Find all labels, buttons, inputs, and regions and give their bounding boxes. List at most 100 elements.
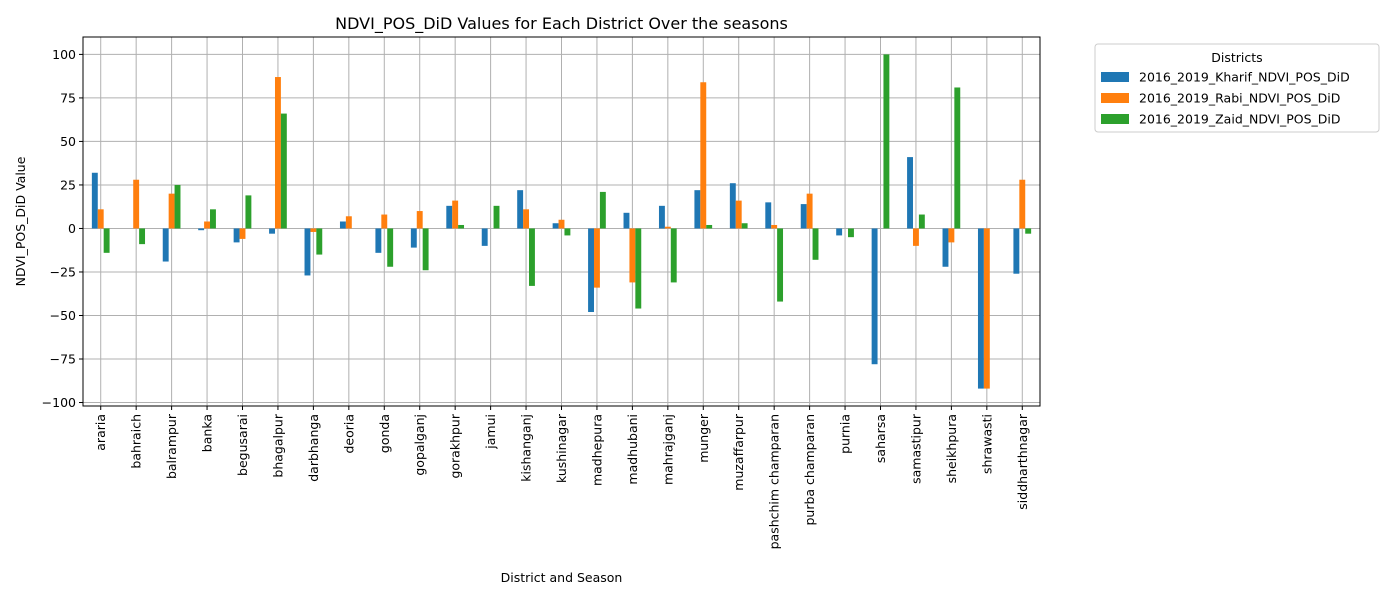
bar	[523, 209, 530, 229]
bar	[765, 202, 772, 229]
x-tick-label: sheikhpura	[944, 414, 959, 483]
bar	[942, 228, 949, 267]
bar	[91, 172, 98, 229]
bar	[387, 228, 394, 267]
y-tick-label: 25	[60, 177, 76, 192]
bar	[635, 228, 642, 309]
bar	[97, 209, 104, 229]
x-tick-label: bahraich	[129, 414, 144, 469]
x-tick-label: munger	[696, 413, 711, 463]
x-tick-label: jamui	[483, 414, 498, 450]
legend-swatch	[1101, 93, 1129, 103]
bar	[233, 228, 240, 243]
x-tick-label: begusarai	[235, 414, 250, 476]
bar	[204, 221, 211, 229]
x-tick-label: gonda	[377, 414, 392, 453]
y-tick-label: −50	[50, 308, 76, 323]
bar	[162, 228, 169, 262]
bar	[310, 228, 317, 232]
y-tick-label: −100	[42, 395, 76, 410]
x-tick-label: purba champaran	[802, 414, 817, 526]
y-tick-label: 0	[68, 221, 76, 236]
legend: Districts 2016_2019_Kharif_NDVI_POS_DiD 2…	[1094, 43, 1380, 133]
bar	[280, 113, 287, 229]
bar	[416, 211, 423, 229]
legend-swatch	[1101, 114, 1129, 124]
bar	[812, 228, 819, 260]
bar	[658, 205, 665, 229]
bar	[168, 193, 175, 229]
y-tick-label: −75	[50, 352, 76, 367]
x-tick-label: pashchim champaran	[767, 414, 782, 549]
y-axis: −100 −75 −50 −25 0 25 50 75 100	[42, 47, 83, 410]
bar	[907, 157, 913, 229]
bar	[381, 214, 388, 229]
x-tick-label: darbhanga	[306, 414, 321, 482]
bar	[103, 228, 110, 253]
chart-title: NDVI_POS_DiD Values for Each District Ov…	[335, 14, 788, 34]
x-tick-label: samastipur	[908, 413, 923, 484]
bar	[552, 223, 559, 229]
bar	[706, 224, 713, 229]
bar	[771, 224, 778, 229]
bar	[339, 221, 346, 229]
x-tick-label: araria	[93, 414, 108, 451]
bar	[588, 228, 594, 313]
bar	[593, 228, 600, 288]
x-tick-label: mahrajganj	[660, 414, 675, 485]
x-tick-label: madhubani	[625, 414, 640, 485]
x-tick-label: muzaffarpur	[731, 413, 746, 491]
bar	[729, 183, 736, 229]
x-axis-label: District and Season	[501, 570, 623, 585]
bar	[664, 226, 671, 229]
bar	[375, 228, 382, 253]
bar	[446, 205, 453, 229]
bar	[410, 228, 417, 248]
bar	[239, 228, 246, 239]
bar	[806, 193, 813, 229]
x-tick-label: kushinagar	[554, 413, 569, 483]
y-tick-label: −25	[50, 264, 76, 279]
bar	[558, 219, 565, 229]
bar	[458, 224, 465, 229]
y-tick-label: 50	[60, 134, 76, 149]
y-axis-label: NDVI_POS_DiD Value	[13, 156, 28, 286]
bar	[304, 228, 311, 276]
bar	[599, 191, 606, 229]
bar	[629, 228, 636, 283]
bar	[1019, 179, 1026, 229]
x-tick-label: siddharthnagar	[1015, 413, 1030, 510]
bar	[848, 228, 854, 238]
bar	[133, 179, 140, 229]
bar	[871, 228, 878, 365]
bar	[493, 205, 500, 229]
bar	[517, 190, 524, 229]
bar	[529, 228, 535, 286]
bars	[91, 54, 1032, 389]
x-tick-label: deoria	[341, 414, 356, 454]
legend-title: Districts	[1211, 50, 1262, 65]
x-tick-label: shrawasti	[979, 414, 994, 474]
legend-box	[1094, 43, 1380, 133]
legend-entry-label: 2016_2019_Kharif_NDVI_POS_DiD	[1139, 70, 1350, 85]
bar	[836, 228, 843, 236]
x-tick-label: kishanganj	[519, 414, 534, 482]
bar	[174, 184, 181, 229]
legend-swatch	[1101, 72, 1129, 82]
bar	[198, 228, 205, 231]
bar	[912, 228, 919, 246]
x-tick-label: gopalganj	[412, 414, 427, 476]
bar	[741, 223, 748, 229]
bar	[918, 214, 925, 229]
bar	[422, 228, 429, 271]
bar	[564, 228, 571, 236]
bar	[452, 200, 459, 229]
bar	[977, 228, 984, 389]
bar	[274, 77, 281, 229]
x-tick-label: saharsa	[873, 414, 888, 463]
bar	[1013, 228, 1020, 274]
bar	[316, 228, 323, 255]
y-tick-label: 100	[52, 47, 76, 62]
bar	[245, 195, 252, 229]
